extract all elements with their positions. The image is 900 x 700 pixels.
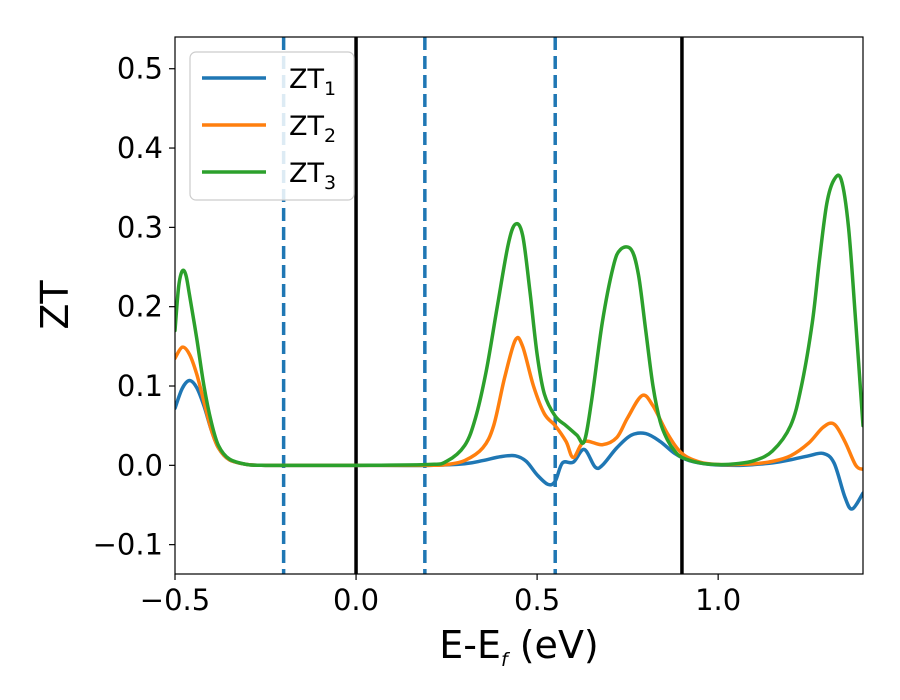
vertical-reference-lines (281, 37, 684, 574)
y-tick-label-2: 0.1 (117, 369, 163, 403)
axis-ticks: −0.5 0.0 0.5 1.0 −0.1 0.0 0.1 0.2 0.3 0.4 0.5 (93, 52, 742, 617)
series-lines (175, 173, 863, 511)
y-tick-label-1: 0.0 (117, 448, 163, 482)
legend-label-zt2: ZT2 (289, 111, 336, 147)
x-tick-label-2: 0.5 (514, 583, 560, 617)
legend-label-zt3: ZT3 (289, 158, 336, 194)
y-tick-label-6: 0.5 (117, 52, 163, 86)
x-axis-label: E-Ef (eV) (439, 623, 599, 671)
y-axis-label: ZT (33, 280, 77, 330)
y-tick-label-0: −0.1 (93, 528, 163, 562)
legend: ZT1 ZT2 ZT3 (189, 51, 355, 201)
plot-area (175, 37, 863, 574)
x-tick-label-1: 0.0 (333, 583, 379, 617)
x-tick-label-3: 1.0 (695, 583, 741, 617)
legend-box (189, 51, 355, 201)
y-tick-label-5: 0.4 (117, 131, 163, 165)
series-line-zt3 (175, 173, 863, 468)
plot-frame (174, 36, 864, 575)
x-tick-label-0: −0.5 (140, 583, 210, 617)
legend-label-zt1: ZT1 (289, 64, 336, 100)
y-tick-label-3: 0.2 (117, 290, 163, 324)
y-tick-label-4: 0.3 (117, 210, 163, 244)
